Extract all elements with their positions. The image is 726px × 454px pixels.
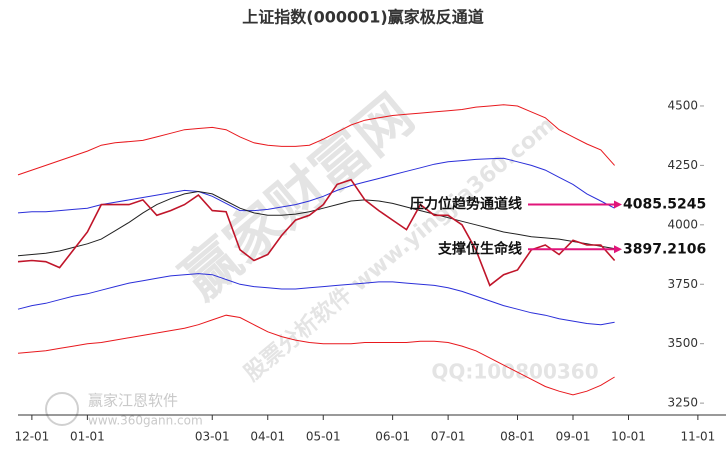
y-tick-label: 4500 <box>667 98 698 112</box>
logo-mark <box>45 392 79 426</box>
y-tick-label: 4250 <box>667 158 698 172</box>
x-tick-label: 04-01 <box>250 430 285 444</box>
series-line <box>17 314 615 396</box>
arrow-head <box>614 245 622 254</box>
series-line <box>17 157 615 214</box>
annotation-value: 3897.2106 <box>623 241 706 257</box>
x-tick-label: 01-01 <box>70 430 105 444</box>
annotation-label: 支撑位生命线 <box>437 240 522 257</box>
logo-url: www.360gann.com <box>88 414 203 428</box>
y-tick-label: 4000 <box>667 217 698 231</box>
x-tick-label: 11-01 <box>680 430 715 444</box>
chart-title: 上证指数(000001)赢家极反通道 <box>242 8 483 27</box>
y-tick-label: 3500 <box>667 336 698 350</box>
x-tick-label: 08-01 <box>500 430 535 444</box>
x-tick-label: 03-01 <box>195 430 230 444</box>
x-tick-label: 09-01 <box>556 430 591 444</box>
annotation-label: 压力位趋势通道线 <box>410 195 522 212</box>
series-line <box>17 178 616 287</box>
x-tick-label: 05-01 <box>306 430 341 444</box>
x-tick-label: 06-01 <box>375 430 410 444</box>
x-tick-label: 07-01 <box>431 430 466 444</box>
series-line <box>17 273 615 326</box>
annotation-value: 4085.5245 <box>623 196 706 212</box>
watermark: QQ:100800360 <box>431 360 598 384</box>
x-tick-label: 10-01 <box>611 430 646 444</box>
logo-text: 赢家江恩软件 <box>88 392 178 410</box>
y-tick-label: 3250 <box>667 396 698 410</box>
arrow-head <box>614 200 622 209</box>
y-tick-label: 3750 <box>667 277 698 291</box>
series-line <box>17 104 615 176</box>
x-tick-label: 12-01 <box>14 430 49 444</box>
logo: 赢家江恩软件 www.360gann.com <box>45 392 203 428</box>
